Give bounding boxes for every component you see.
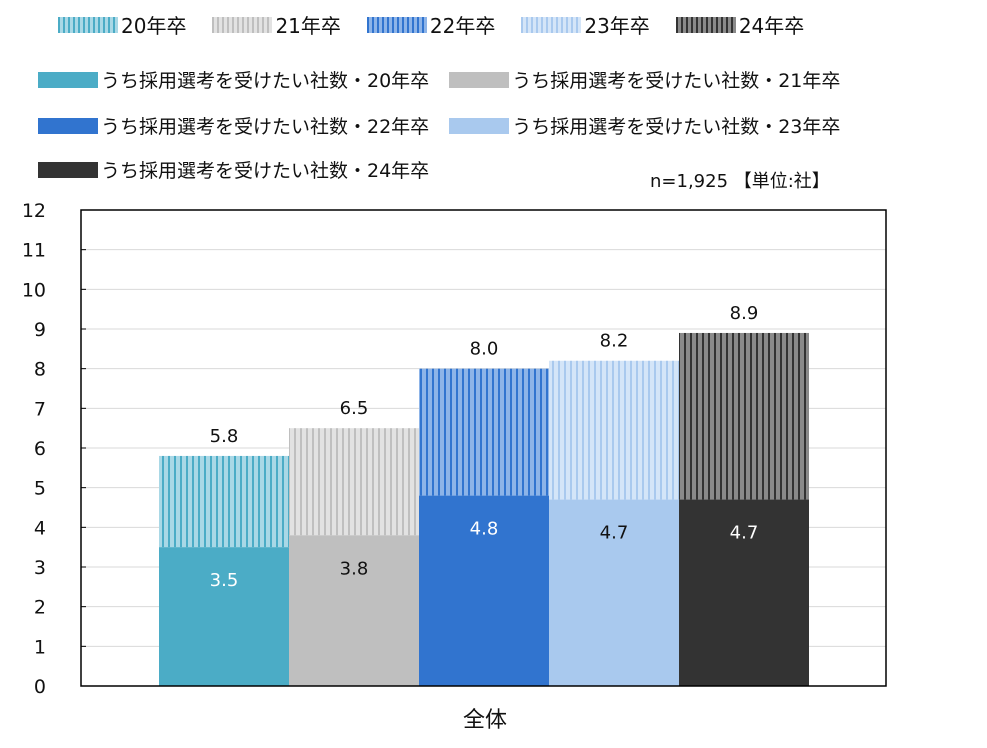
legend-total-series: 20年卒 21年卒 22年卒 23年卒 24年卒 xyxy=(58,10,830,39)
data-label-total: 8.9 xyxy=(730,303,759,324)
bar-total-22年卒 xyxy=(419,368,549,496)
y-tick-label: 2 xyxy=(34,597,46,619)
data-label-total: 8.0 xyxy=(470,339,499,360)
x-category-label: 全体 xyxy=(462,708,507,733)
legend-swatch-23 xyxy=(521,16,582,33)
legend-label-20: 20年卒 xyxy=(121,14,187,38)
data-label-total: 5.8 xyxy=(210,426,239,447)
y-tick-label: 12 xyxy=(22,200,46,222)
data-label-sub: 4.7 xyxy=(730,523,759,544)
legend-item-20: 20年卒 xyxy=(58,10,186,39)
legend-label-21: 21年卒 xyxy=(275,14,341,38)
y-tick-label: 8 xyxy=(34,359,46,381)
bar-total-20年卒 xyxy=(159,455,289,548)
y-tick-label: 7 xyxy=(34,398,46,420)
y-tick-label: 5 xyxy=(34,478,46,500)
legend-sub-item-22: うち採用選考を受けたい社数・22年卒 xyxy=(38,112,429,139)
y-tick-label: 3 xyxy=(34,557,46,579)
bar-sub-20年卒 xyxy=(159,547,289,686)
legend-sub-row-3: うち採用選考を受けたい社数・24年卒 xyxy=(38,156,455,183)
legend-swatch-21 xyxy=(212,16,273,33)
y-tick-label: 6 xyxy=(34,438,46,460)
y-tick-label: 10 xyxy=(22,279,46,301)
legend-sub-label-23: うち採用選考を受けたい社数・23年卒 xyxy=(512,116,841,138)
bar-total-24年卒 xyxy=(679,332,809,500)
legend-sub-row-2: うち採用選考を受けたい社数・22年卒 うち採用選考を受けたい社数・23年卒 xyxy=(38,112,840,139)
bar-sub-23年卒 xyxy=(549,499,679,686)
bar-sub-21年卒 xyxy=(289,535,419,686)
y-tick-label: 11 xyxy=(22,240,46,262)
legend-label-22: 22年卒 xyxy=(429,14,496,38)
legend-item-23: 23年卒 xyxy=(521,10,650,39)
legend-sub-item-24: うち採用選考を受けたい社数・24年卒 xyxy=(38,156,429,183)
legend-sub-label-22: うち採用選考を受けたい社数・22年卒 xyxy=(101,116,430,138)
legend-swatch-24 xyxy=(675,16,736,33)
legend-sub-item-23: うち採用選考を受けたい社数・23年卒 xyxy=(449,112,840,139)
bar-total-23年卒 xyxy=(549,360,679,500)
data-label-sub: 4.7 xyxy=(600,523,629,544)
legend-item-24: 24年卒 xyxy=(675,10,805,39)
legend-label-23: 23年卒 xyxy=(584,14,650,38)
legend-sub-label-21: うち採用選考を受けたい社数・21年卒 xyxy=(512,70,841,92)
data-label-sub: 3.5 xyxy=(210,570,239,591)
legend-sub-swatch-22 xyxy=(38,117,98,134)
legend-sub-label-24: うち採用選考を受けたい社数・24年卒 xyxy=(101,160,430,182)
bar-sub-24年卒 xyxy=(679,499,809,686)
data-label-total: 6.5 xyxy=(340,398,369,419)
legend-sub-row-1: うち採用選考を受けたい社数・20年卒 うち採用選考を受けたい社数・21年卒 xyxy=(38,66,840,93)
legend-sub-label-20: うち採用選考を受けたい社数・20年卒 xyxy=(101,70,430,92)
sample-size-unit-note: n=1,925 【単位:社】 xyxy=(650,171,830,192)
y-tick-label: 9 xyxy=(34,319,46,341)
legend-swatch-22 xyxy=(366,16,427,33)
data-label-sub: 3.8 xyxy=(340,558,369,579)
plot-area-border xyxy=(80,209,887,687)
y-tick-label: 1 xyxy=(34,636,46,658)
y-tick-label: 0 xyxy=(34,676,46,698)
legend-item-22: 22年卒 xyxy=(366,10,496,39)
legend-sub-swatch-21 xyxy=(449,71,510,88)
data-label-sub: 4.8 xyxy=(470,519,499,540)
legend-sub-swatch-24 xyxy=(38,161,98,178)
legend-label-24: 24年卒 xyxy=(738,14,805,38)
legend-sub-swatch-23 xyxy=(449,117,510,134)
bar-sub-22年卒 xyxy=(419,495,549,686)
y-tick-label: 4 xyxy=(34,517,46,539)
data-label-total: 8.2 xyxy=(600,331,629,352)
legend-swatch-20 xyxy=(58,16,118,33)
bar-total-21年卒 xyxy=(289,428,419,536)
legend-sub-item-20: うち採用選考を受けたい社数・20年卒 xyxy=(38,66,429,93)
legend-sub-item-21: うち採用選考を受けたい社数・21年卒 xyxy=(449,66,840,93)
legend-sub-swatch-20 xyxy=(38,71,98,88)
legend-item-21: 21年卒 xyxy=(212,10,341,39)
